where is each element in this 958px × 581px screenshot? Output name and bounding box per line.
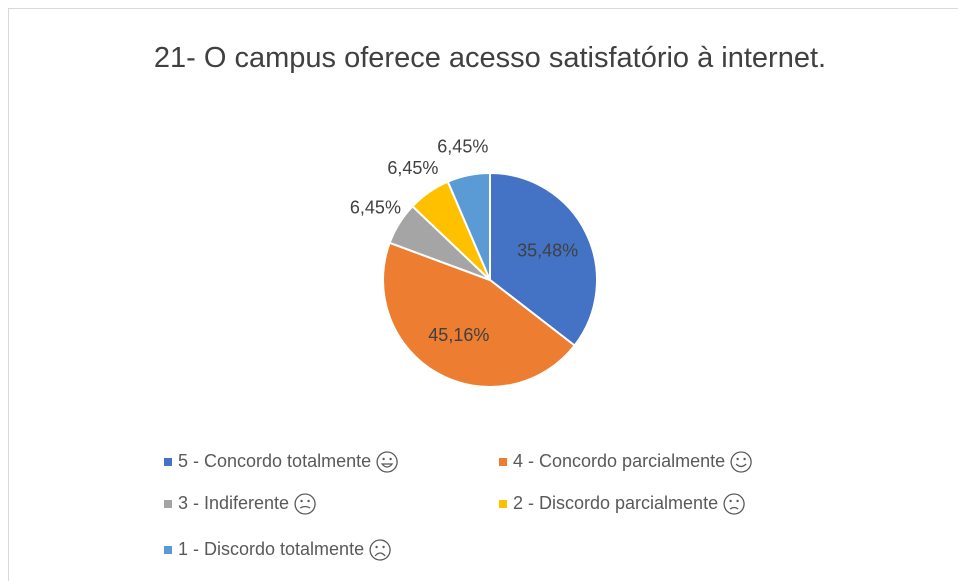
- chart-title: 21- O campus oferece acesso satisfatório…: [153, 42, 827, 74]
- legend-label: 2 - Discordo parcialmente: [513, 493, 718, 513]
- legend-icon: [723, 493, 745, 515]
- legend-icon: [294, 493, 316, 515]
- legend-label: 4 - Concordo parcialmente: [513, 451, 725, 471]
- legend-swatch: [499, 500, 507, 508]
- data-label: 45,16%: [428, 325, 489, 345]
- chart-border: [8, 8, 958, 581]
- legend-label: 3 - Indiferente: [178, 493, 289, 513]
- legend-icon: [730, 451, 752, 473]
- data-label: 6,45%: [387, 158, 438, 178]
- legend-label: 1 - Discordo totalmente: [178, 539, 364, 559]
- pie-slice: [446, 171, 491, 281]
- data-label: 35,48%: [517, 240, 578, 260]
- legend-label: 5 - Concordo totalmente: [178, 451, 371, 471]
- pie-slice: [489, 171, 598, 347]
- legend-swatch: [164, 546, 172, 554]
- data-label: 6,45%: [437, 137, 488, 157]
- legend-swatch: [164, 500, 172, 508]
- legend-swatch: [164, 458, 172, 466]
- legend-icon: [376, 451, 398, 473]
- legend-icon: [369, 539, 391, 561]
- data-label: 6,45%: [350, 197, 401, 217]
- pie-slice: [382, 241, 577, 388]
- legend-swatch: [499, 458, 507, 466]
